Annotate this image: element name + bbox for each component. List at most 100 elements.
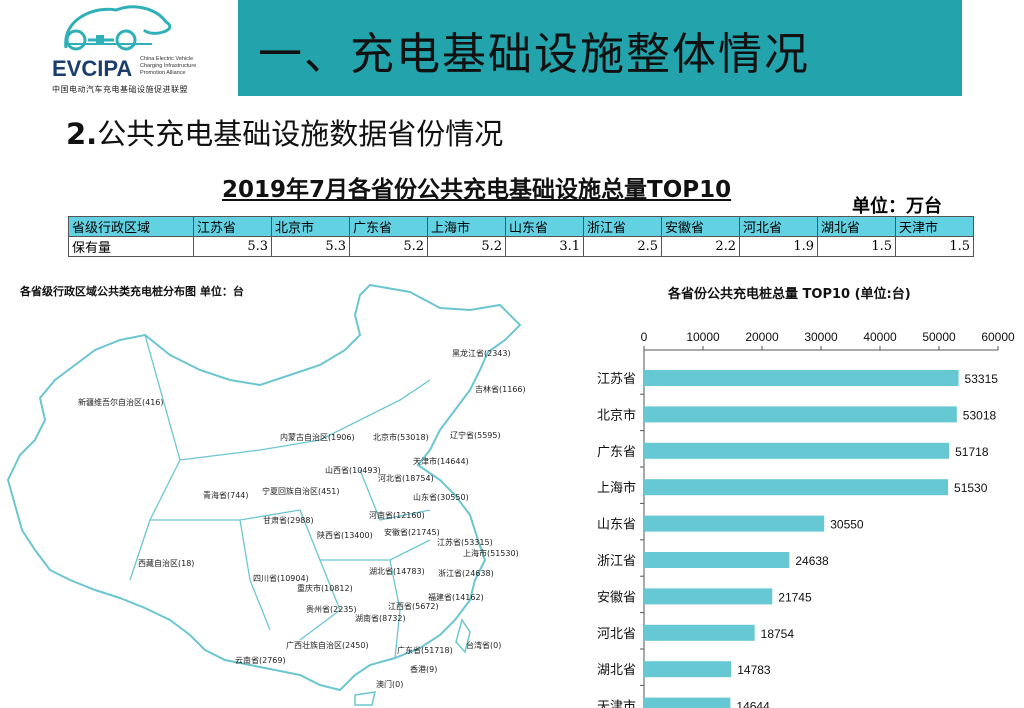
logo-english-line-3: Promotion Alliance — [140, 70, 186, 76]
bar-value-label: 51718 — [955, 445, 989, 459]
province-cell: 天津市 — [895, 216, 974, 237]
value-cell: 1.9 — [739, 236, 818, 257]
map-label: 内蒙古自治区(1906) — [280, 433, 355, 442]
value-cell: 5.2 — [427, 236, 506, 257]
bar — [644, 479, 949, 496]
province-cell: 安徽省 — [661, 216, 740, 237]
map-label: 青海省(744) — [203, 491, 249, 500]
map-label: 澳门(0) — [376, 680, 404, 689]
table-title: 2019年7月各省份公共充电基础设施总量TOP10 — [222, 177, 732, 203]
map-label: 上海市(51530) — [463, 549, 519, 558]
map-label: 四川省(10904) — [253, 574, 309, 583]
bar-value-label: 51530 — [954, 481, 988, 495]
x-tick-label: 0 — [641, 330, 648, 344]
top10-bar-chart: 各省份公共充电桩总量 TOP10 (单位:台) 0 10000 20000 30000… — [597, 286, 1015, 708]
province-cell: 江苏省 — [193, 216, 272, 237]
value-cell: 2.5 — [583, 236, 662, 257]
row-label-province: 省级行政区域 — [68, 216, 194, 237]
map-label: 天津市(14644) — [413, 457, 469, 466]
map-label: 台湾省(0) — [466, 641, 502, 650]
bar — [644, 552, 790, 568]
bars: 江苏省 53315 北京市 53018 广东省 51718 上海市 51530 山东省 30550… — [597, 370, 998, 708]
taiwan-outline — [455, 618, 471, 654]
map-label: 香港(9) — [410, 665, 438, 674]
map-label: 福建省(14162) — [428, 593, 484, 602]
province-cell: 广东省 — [349, 216, 428, 237]
map-label: 山西省(10493) — [325, 466, 381, 475]
value-cell: 3.1 — [505, 236, 584, 257]
bar-value-label: 18754 — [761, 627, 795, 641]
category-label: 浙江省 — [597, 554, 636, 569]
map-label: 北京市(53018) — [373, 433, 429, 442]
evcipa-logo: EVCIPA China Electric Vehicle Charging I… — [52, 5, 196, 81]
category-label: 山东省 — [597, 518, 636, 533]
map-label: 吉林省(1166) — [475, 385, 526, 394]
map-label: 宁夏回族自治区(451) — [262, 487, 340, 496]
x-tick-label: 20000 — [745, 330, 779, 344]
map-label: 云南省(2769) — [235, 656, 286, 665]
table-value-row: 保有量 5.3 5.3 5.2 5.2 3.1 2.5 2.2 1.9 1.5 … — [68, 236, 974, 257]
page-title: 一、充电基础设施整体情况 — [258, 29, 810, 80]
logo-brand-text: EVCIPA — [52, 56, 132, 81]
chart-title: 各省份公共充电桩总量 TOP10 (单位:台) — [667, 286, 911, 302]
map-label: 贵州省(2235) — [306, 605, 357, 614]
header-bar — [238, 0, 962, 96]
bar — [644, 588, 773, 605]
category-label: 北京市 — [597, 407, 636, 423]
map-label: 辽宁省(5595) — [450, 431, 501, 440]
value-cell: 5.3 — [271, 236, 350, 257]
logo-english-line-2: Charging Infrastructure — [140, 63, 196, 69]
x-axis: 0 10000 20000 30000 40000 50000 60000 — [640, 330, 1015, 708]
bar — [644, 624, 755, 641]
bar-value-label: 21745 — [778, 590, 812, 604]
map-label: 湖北省(14783) — [369, 567, 425, 576]
logo-english-line-1: China Electric Vehicle — [140, 56, 193, 62]
x-tick-label: 10000 — [686, 330, 720, 344]
map-label: 安徽省(21745) — [384, 528, 440, 537]
map-label: 江苏省(53315) — [437, 538, 493, 547]
map-label: 黑龙江省(2343) — [452, 349, 511, 358]
province-cell: 湖北省 — [817, 216, 896, 237]
map-label: 陕西省(13400) — [317, 531, 373, 540]
value-cell: 1.5 — [817, 236, 896, 257]
province-cell: 河北省 — [739, 216, 818, 237]
value-cell: 5.3 — [193, 236, 272, 257]
category-label: 广东省 — [597, 445, 636, 460]
category-label: 河北省 — [597, 627, 636, 642]
bar — [644, 515, 825, 532]
province-cell: 浙江省 — [583, 216, 662, 237]
x-tick-label: 40000 — [863, 330, 897, 344]
value-cell: 2.2 — [661, 236, 740, 257]
bar-value-label: 53315 — [965, 372, 999, 386]
row-label-amount: 保有量 — [68, 236, 194, 257]
x-tick-label: 30000 — [804, 330, 838, 344]
map-label: 山东省(30550) — [413, 493, 469, 502]
category-label: 江苏省 — [597, 371, 636, 387]
map-label: 重庆市(10812) — [297, 584, 353, 593]
bar-value-label: 30550 — [830, 518, 864, 532]
map-label: 河南省(12160) — [369, 511, 425, 520]
map-label: 新疆维吾尔自治区(416) — [78, 398, 164, 407]
bar — [644, 370, 959, 386]
category-label: 上海市 — [597, 480, 636, 496]
map-title: 各省级行政区域公共类充电桩分布图 单位：台 — [20, 285, 244, 298]
bar — [644, 697, 731, 708]
x-tick-label: 50000 — [922, 330, 956, 344]
map-label: 浙江省(24638) — [438, 569, 494, 578]
province-table: 省级行政区域 江苏省 北京市 广东省 上海市 山东省 浙江省 安徽省 河北省 湖… — [68, 216, 974, 257]
bar-value-label: 14644 — [736, 700, 770, 708]
province-cell: 北京市 — [271, 216, 350, 237]
category-label: 安徽省 — [597, 590, 636, 605]
bar-value-label: 24638 — [795, 554, 829, 568]
section-number: 2. — [66, 117, 98, 151]
bar-value-label: 14783 — [737, 663, 771, 677]
value-cell: 1.5 — [895, 236, 974, 257]
map-label: 西藏自治区(18) — [138, 559, 195, 568]
map-label: 甘肃省(2988) — [263, 516, 314, 525]
province-cell: 山东省 — [505, 216, 584, 237]
map-label: 江西省(5672) — [388, 602, 439, 611]
bar — [644, 442, 950, 459]
table-unit: 单位：万台 — [852, 196, 942, 217]
section-title-text: 公共充电基础设施数据省份情况 — [97, 117, 504, 151]
hainan-outline — [354, 691, 376, 706]
